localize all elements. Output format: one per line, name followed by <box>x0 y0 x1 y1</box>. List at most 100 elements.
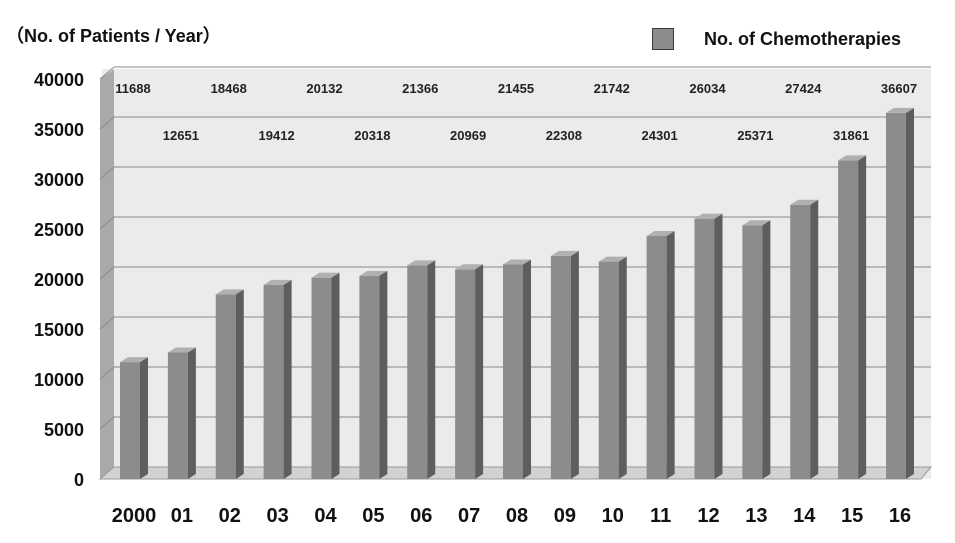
bar-side <box>235 289 244 479</box>
bar-top <box>598 256 627 262</box>
bar-side <box>762 220 771 480</box>
gridline-side <box>99 166 115 180</box>
x-tick-label: 09 <box>554 505 576 527</box>
x-tick-label: 15 <box>841 505 863 527</box>
data-label: 21455 <box>498 81 534 96</box>
data-label: 27424 <box>785 81 822 96</box>
x-tick-label: 2000 <box>112 505 157 527</box>
data-label: 22308 <box>546 128 582 143</box>
data-label: 11688 <box>115 81 150 96</box>
x-tick-label: 02 <box>219 505 241 527</box>
bar-top <box>263 279 292 285</box>
x-tick-label: 05 <box>362 505 384 527</box>
gridline-side <box>99 216 115 230</box>
y-tick-label: 20000 <box>34 270 84 290</box>
data-label: 24301 <box>642 128 678 143</box>
legend-swatch <box>652 28 674 50</box>
x-tick-label: 04 <box>314 505 337 527</box>
bar-side <box>140 357 148 479</box>
bar-side <box>379 270 388 479</box>
x-tick-label: 13 <box>745 505 767 527</box>
bar-top <box>886 107 914 113</box>
data-label: 20318 <box>354 128 390 143</box>
plot-side-wall <box>100 69 114 479</box>
bar-side <box>283 279 292 479</box>
bar <box>838 160 859 479</box>
bar-top <box>120 357 148 363</box>
x-tick-label: 11 <box>650 505 671 527</box>
gridline-side <box>99 416 115 430</box>
bar <box>311 277 332 479</box>
data-label: 21742 <box>594 81 630 96</box>
bar-side <box>810 199 819 479</box>
bar <box>455 269 476 479</box>
data-label: 25371 <box>737 128 773 143</box>
bar <box>694 218 715 479</box>
x-tick-label: 16 <box>889 505 911 527</box>
bar <box>742 225 763 479</box>
y-tick-label: 5000 <box>44 420 84 440</box>
data-label: 20969 <box>450 128 486 143</box>
bar-top <box>646 230 675 236</box>
y-tick-label: 35000 <box>34 120 84 140</box>
x-tick-label: 14 <box>793 505 816 527</box>
bar-side <box>618 256 627 479</box>
x-tick-label: 07 <box>458 505 480 527</box>
data-label: 19412 <box>259 128 295 143</box>
bar-side <box>714 213 723 479</box>
bar-side <box>858 155 867 479</box>
data-label: 31861 <box>833 128 869 143</box>
bar-top <box>503 259 531 265</box>
bar <box>263 284 284 479</box>
bar-top <box>694 213 723 219</box>
bar <box>215 294 236 479</box>
data-label: 21366 <box>402 81 438 96</box>
y-tick-label: 40000 <box>34 70 84 90</box>
bar-top <box>742 220 771 226</box>
bar-top <box>550 250 579 256</box>
bar-top <box>407 260 436 266</box>
gridline-side <box>99 366 115 380</box>
gridline-side <box>99 66 115 80</box>
data-label: 12651 <box>163 128 199 143</box>
data-label: 26034 <box>689 81 726 96</box>
data-label: 20132 <box>306 81 342 96</box>
bar <box>550 255 571 479</box>
bar-side <box>523 259 531 479</box>
y-axis-unit-label: （No. of Patients / Year） <box>6 26 221 46</box>
bar-side <box>666 230 675 479</box>
x-tick-label: 01 <box>171 505 193 527</box>
bar-top <box>790 199 819 205</box>
x-tick-label: 03 <box>267 505 289 527</box>
y-tick-label: 10000 <box>34 370 84 390</box>
bar <box>886 112 906 480</box>
y-tick-label: 0 <box>74 470 84 490</box>
bar-side <box>570 250 579 479</box>
legend-label: No. of Chemotherapies <box>704 28 902 49</box>
y-tick-label: 30000 <box>34 170 84 190</box>
bar <box>359 275 380 479</box>
gridline-side <box>99 316 115 330</box>
bar-side <box>331 272 340 479</box>
bar-side <box>906 107 914 480</box>
bar-top <box>455 264 484 270</box>
gridline-side <box>99 116 115 130</box>
bar-side <box>427 260 436 479</box>
bar-top <box>167 347 196 353</box>
bar-side <box>475 264 484 479</box>
bar-top <box>359 270 388 276</box>
bar <box>167 352 188 479</box>
data-label: 36607 <box>881 81 917 96</box>
y-tick-label: 15000 <box>34 320 84 340</box>
x-tick-label: 12 <box>697 505 719 527</box>
y-tick-label: 25000 <box>34 220 84 240</box>
data-label: 18468 <box>211 81 247 96</box>
legend: No. of Chemotherapies <box>652 28 901 50</box>
bar-top <box>215 289 244 295</box>
bar <box>503 264 523 479</box>
bar <box>646 235 667 479</box>
gridline-side <box>99 266 115 280</box>
bar <box>407 265 428 479</box>
bar-side <box>187 347 196 479</box>
